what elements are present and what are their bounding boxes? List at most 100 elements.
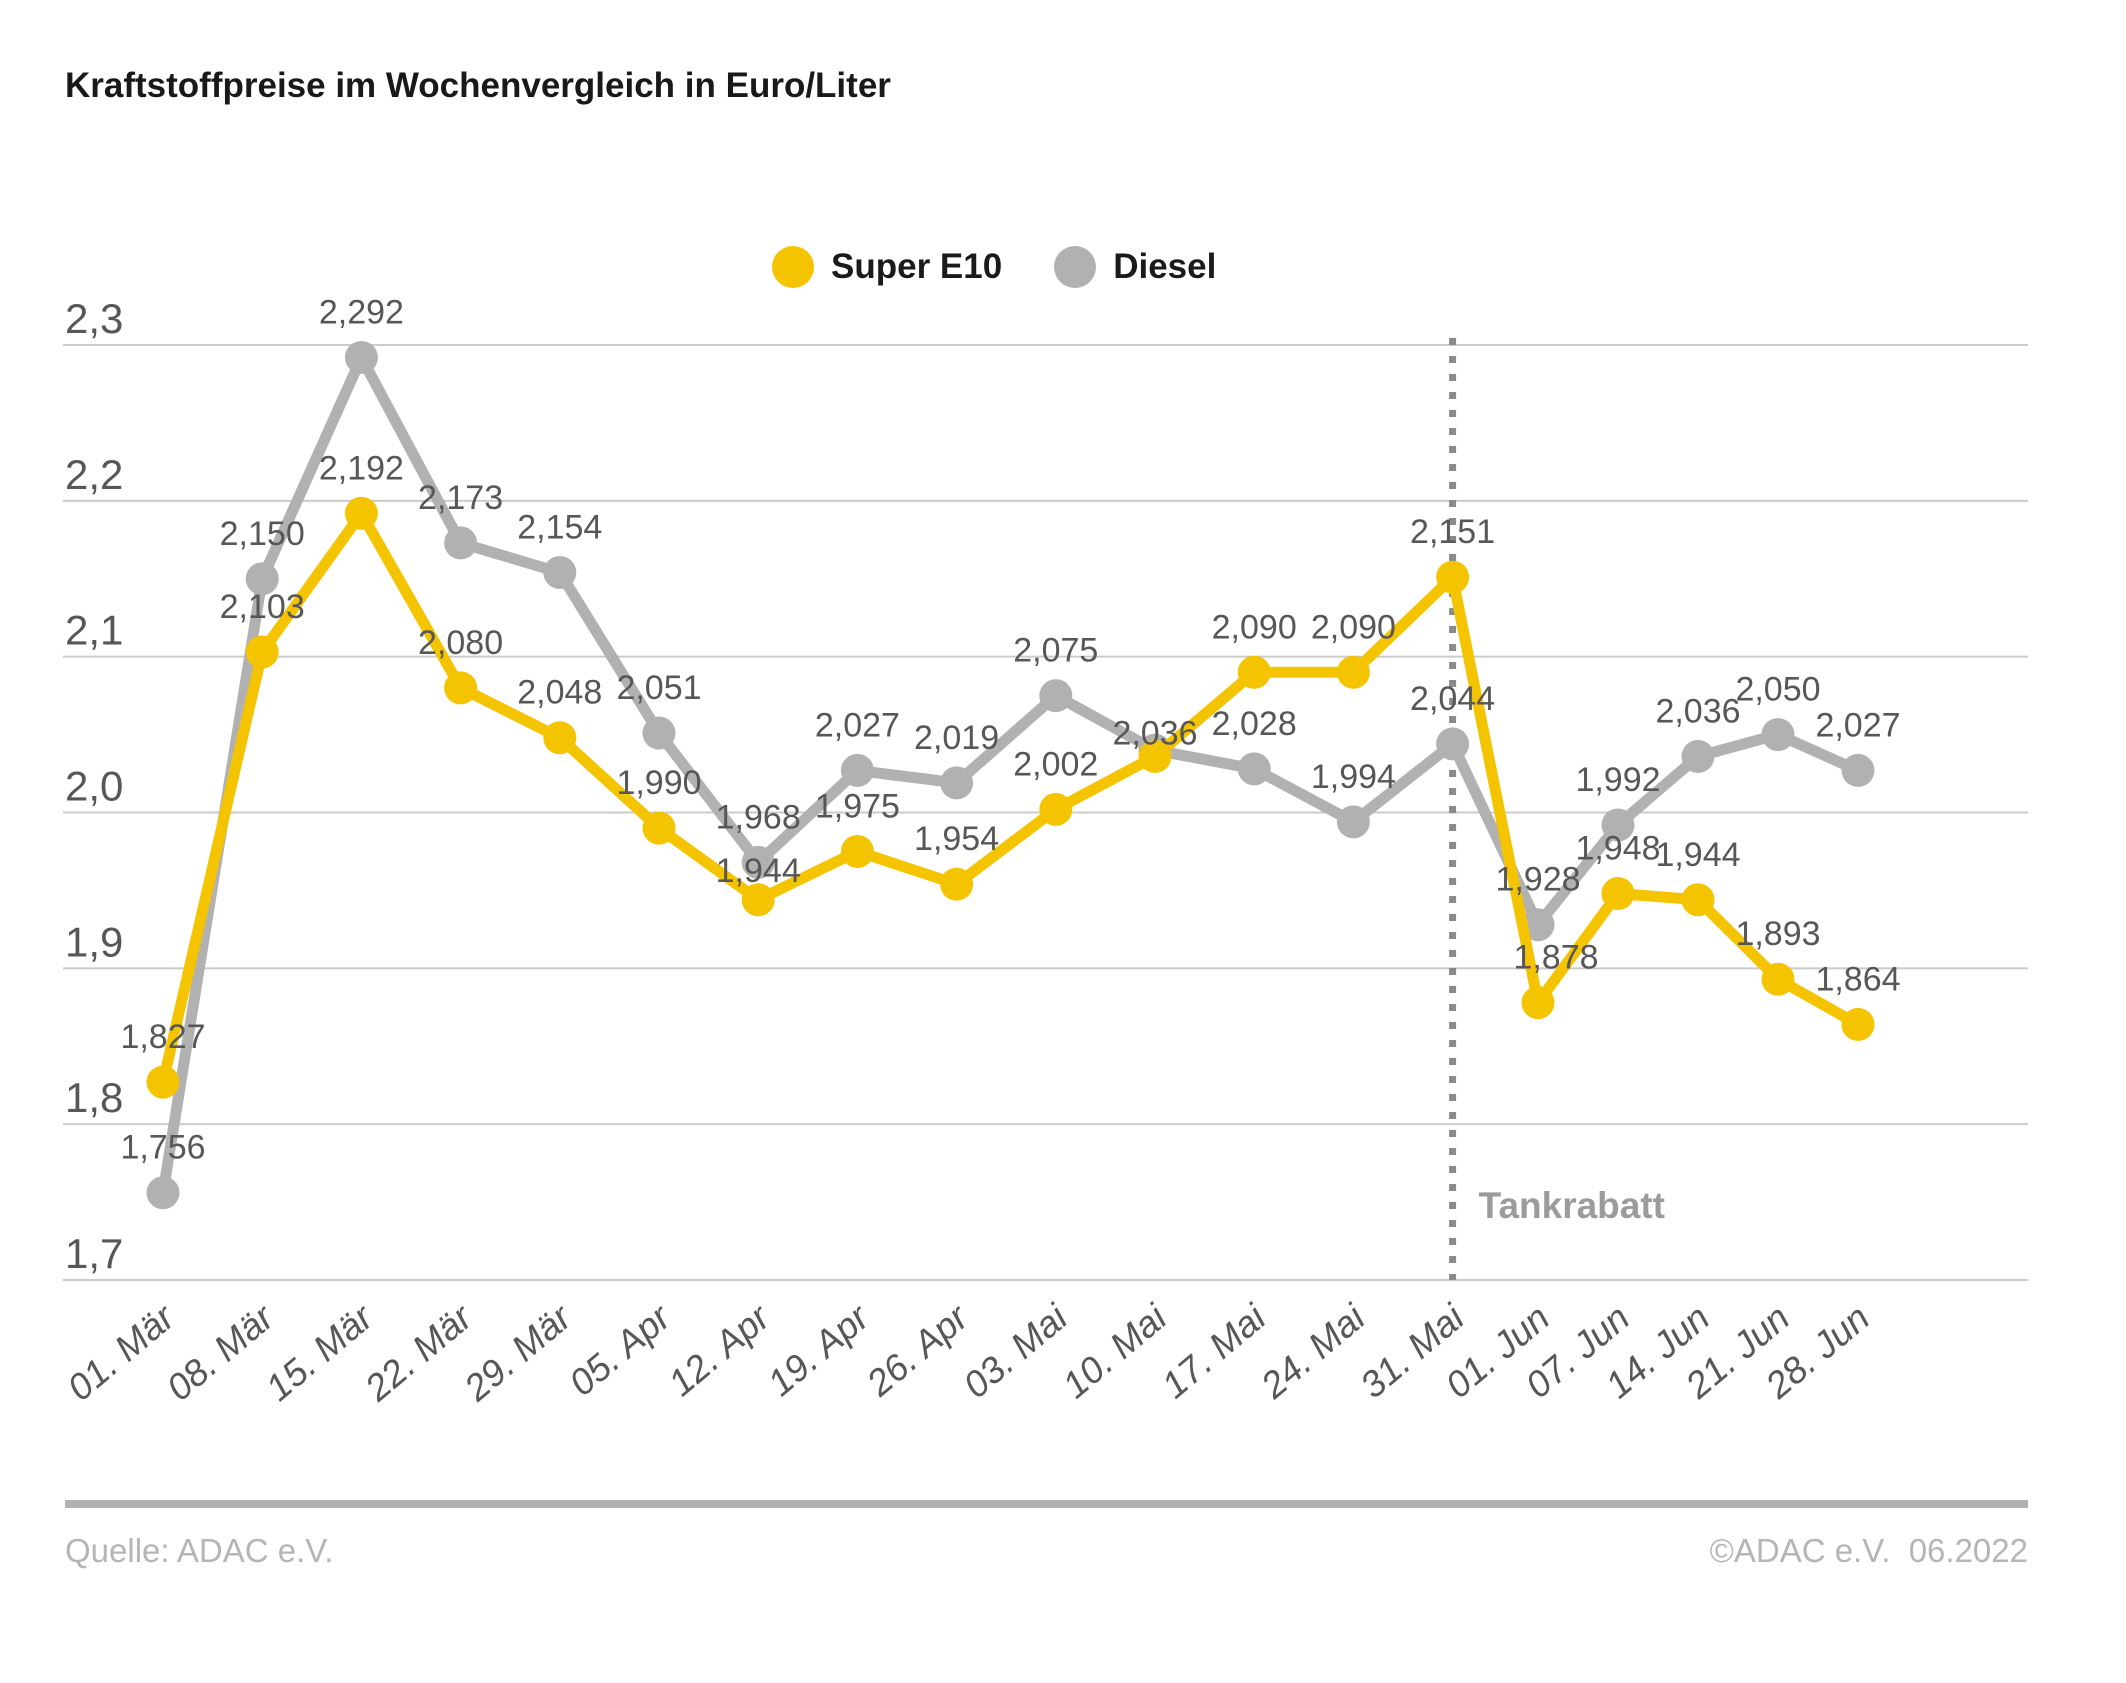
data-label-super-e10: 1,954: [914, 820, 999, 858]
data-label-diesel: 2,150: [220, 515, 305, 553]
x-tick-label: 05. Apr: [561, 1296, 679, 1404]
y-tick-label: 1,9: [65, 918, 123, 965]
legend-label-diesel: Diesel: [1113, 247, 1217, 286]
x-tick-label: 19. Apr: [760, 1296, 878, 1404]
legend: Super E10 Diesel: [772, 246, 1216, 288]
data-point-super-e10: [1681, 883, 1715, 917]
legend-item-diesel: Diesel: [1054, 246, 1216, 288]
data-label-super-e10: 1,948: [1575, 830, 1660, 868]
data-point-diesel: [1681, 739, 1715, 773]
data-point-super-e10: [1601, 877, 1635, 911]
data-label-diesel: 2,027: [1815, 706, 1900, 744]
data-point-super-e10: [1138, 739, 1172, 773]
y-tick-label: 2,3: [65, 295, 123, 342]
data-point-super-e10: [344, 496, 378, 530]
y-tick-label: 2,1: [65, 607, 123, 654]
legend-label-super-e10: Super E10: [831, 247, 1003, 286]
y-tick-label: 2,0: [65, 763, 123, 810]
data-label-diesel: 2,036: [1655, 692, 1740, 730]
data-label-super-e10: 2,192: [319, 449, 404, 487]
data-point-super-e10: [245, 635, 279, 669]
data-label-diesel: 2,154: [517, 509, 602, 547]
y-tick-label: 2,2: [65, 451, 123, 498]
data-point-diesel: [1237, 752, 1271, 786]
data-point-diesel: [146, 1176, 180, 1210]
data-label-diesel: 2,027: [815, 706, 900, 744]
data-point-diesel: [543, 556, 577, 590]
data-label-diesel: 1,994: [1311, 758, 1396, 796]
data-label-super-e10: 2,036: [1112, 714, 1197, 752]
copyright-note: ©ADAC e.V. 06.2022: [1709, 1532, 2028, 1569]
data-label-diesel: 2,028: [1212, 705, 1297, 743]
data-label-super-e10: 1,944: [716, 852, 801, 890]
super-e10-swatch-icon: [772, 246, 814, 288]
footer-divider: [65, 1500, 2028, 1508]
data-label-super-e10: 1,827: [120, 1018, 205, 1056]
data-label-diesel: 2,050: [1735, 671, 1820, 709]
data-label-diesel: 1,928: [1495, 861, 1580, 899]
data-point-diesel: [642, 716, 676, 750]
data-point-super-e10: [741, 883, 775, 917]
data-point-diesel: [1841, 753, 1875, 787]
data-label-super-e10: 2,151: [1410, 513, 1495, 551]
data-point-diesel: [1521, 908, 1555, 942]
data-label-super-e10: 1,944: [1655, 836, 1740, 874]
data-point-super-e10: [1039, 792, 1073, 826]
data-label-super-e10: 1,893: [1735, 915, 1820, 953]
data-label-super-e10: 1,878: [1513, 939, 1598, 977]
data-point-diesel: [344, 340, 378, 374]
data-label-super-e10: 1,864: [1815, 960, 1900, 998]
data-label-diesel: 2,292: [319, 293, 404, 331]
data-point-super-e10: [1436, 560, 1470, 594]
data-label-super-e10: 2,002: [1013, 745, 1098, 783]
x-tick-label: 15. Mär: [258, 1296, 382, 1409]
data-label-super-e10: 1,990: [616, 764, 701, 802]
data-point-diesel: [1436, 727, 1470, 761]
tankrabatt-label: Tankrabatt: [1479, 1185, 1665, 1226]
data-label-super-e10: 2,103: [220, 588, 305, 626]
data-label-diesel: 2,044: [1410, 680, 1495, 718]
data-point-diesel: [444, 526, 478, 560]
data-label-diesel: 1,756: [120, 1129, 205, 1167]
data-point-diesel: [1336, 805, 1370, 839]
data-point-super-e10: [543, 721, 577, 755]
x-tick-label: 10. Mai: [1055, 1296, 1176, 1407]
x-tick-label: 24. Mai: [1252, 1296, 1373, 1407]
data-point-diesel: [245, 562, 279, 596]
data-label-super-e10: 2,090: [1311, 608, 1396, 646]
data-label-super-e10: 2,090: [1212, 608, 1297, 646]
data-label-diesel: 2,019: [914, 719, 999, 757]
x-tick-label: 26. Apr: [858, 1296, 977, 1405]
data-label-diesel: 2,173: [418, 479, 503, 517]
x-tick-label: 03. Mai: [956, 1296, 1077, 1407]
data-point-diesel: [1039, 679, 1073, 713]
data-point-diesel: [1601, 808, 1635, 842]
y-tick-label: 1,8: [65, 1074, 123, 1121]
data-label-diesel: 2,075: [1013, 632, 1098, 670]
data-point-diesel: [741, 845, 775, 879]
data-point-super-e10: [642, 811, 676, 845]
data-point-diesel: [940, 766, 974, 800]
legend-item-super-e10: Super E10: [772, 246, 1002, 288]
data-point-super-e10: [1237, 655, 1271, 689]
data-point-super-e10: [1336, 655, 1370, 689]
data-point-diesel: [1761, 718, 1795, 752]
x-tick-label: 29. Mär: [456, 1296, 580, 1410]
diesel-swatch-icon: [1054, 246, 1097, 288]
x-tick-label: 22. Mär: [357, 1296, 481, 1410]
data-label-diesel: 1,992: [1575, 761, 1660, 799]
x-tick-label: 17. Mai: [1154, 1296, 1275, 1407]
data-label-super-e10: 2,080: [418, 624, 503, 662]
x-tick-label: 01. Mär: [60, 1296, 184, 1409]
x-tick-label: 08. Mär: [159, 1296, 283, 1409]
data-point-super-e10: [444, 671, 478, 705]
source-note: Quelle: ADAC e.V.: [65, 1532, 334, 1569]
data-point-super-e10: [1841, 1007, 1875, 1041]
data-label-diesel: 2,051: [616, 669, 701, 707]
data-point-super-e10: [840, 834, 874, 868]
chart-title: Kraftstoffpreise im Wochenvergleich in E…: [65, 66, 891, 105]
data-point-super-e10: [146, 1065, 180, 1099]
y-tick-label: 1,7: [65, 1230, 123, 1277]
